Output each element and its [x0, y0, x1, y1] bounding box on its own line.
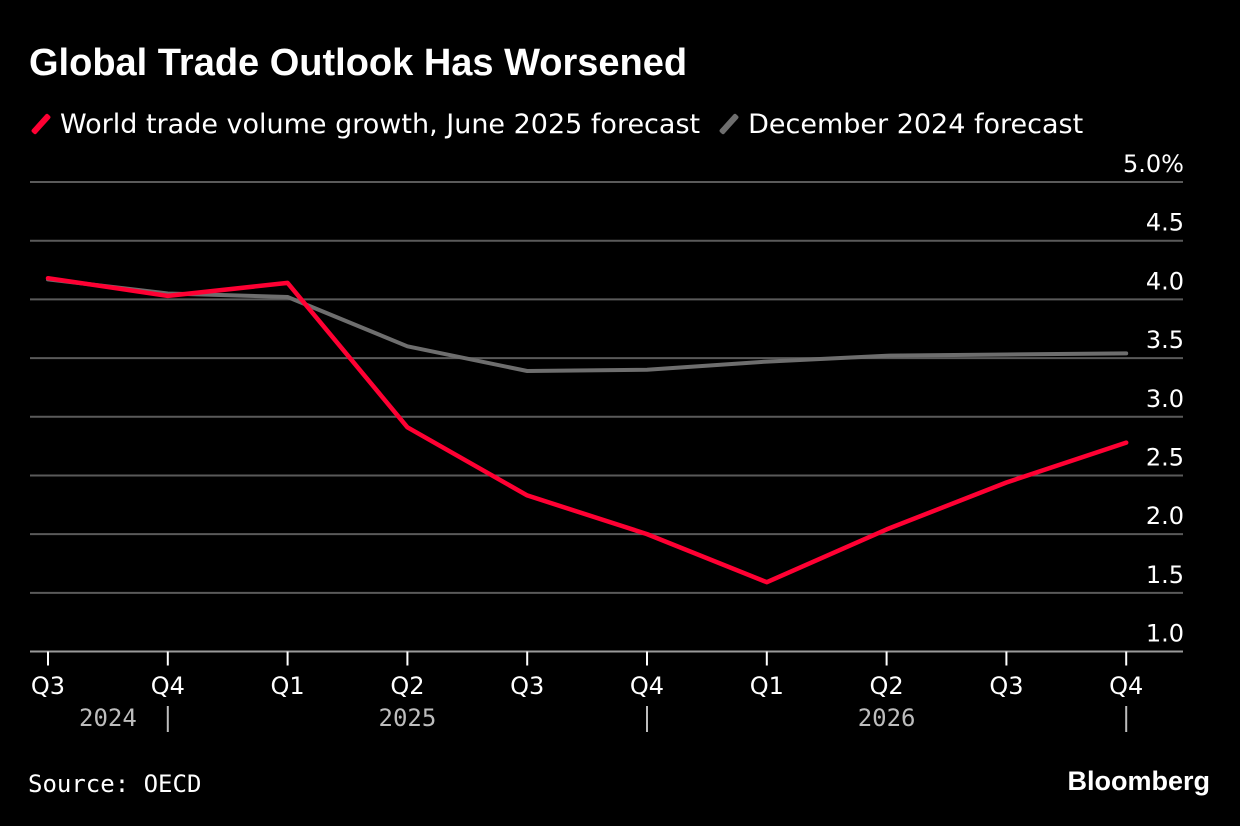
point-december-2024-2: [286, 295, 290, 299]
y-tick-label-3-5: 3.5: [1146, 326, 1184, 354]
point-june-2025-4: [525, 493, 529, 497]
y-tick-label-4: 4.0: [1146, 267, 1184, 295]
y-tick-label-2: 2.0: [1146, 502, 1184, 530]
point-december-2024-6: [765, 360, 769, 364]
point-june-2025-7: [885, 527, 889, 531]
x-tick-label: Q3: [31, 672, 65, 700]
point-june-2025-1: [166, 294, 170, 298]
point-june-2025-8: [1004, 480, 1008, 484]
legend-label-june-2025: World trade volume growth, June 2025 for…: [60, 108, 701, 140]
point-june-2025-9: [1124, 441, 1128, 445]
point-june-2025-6: [765, 580, 769, 584]
x-tick-label: Q4: [630, 672, 664, 700]
point-june-2025-2: [286, 281, 290, 285]
legend-label-december-2024: December 2024 forecast: [748, 108, 1084, 140]
bloomberg-logo: Bloomberg: [1067, 766, 1210, 796]
year-label-2024: 2024: [79, 704, 137, 732]
x-tick-label: Q2: [390, 672, 424, 700]
year-label-2025: 2025: [379, 704, 437, 732]
y-tick-label-3: 3.0: [1146, 385, 1184, 413]
chart-title: Global Trade Outlook Has Worsened: [29, 42, 688, 84]
point-june-2025-3: [405, 425, 409, 429]
y-tick-label-4-5: 4.5: [1146, 209, 1184, 237]
point-december-2024-8: [1004, 353, 1008, 357]
x-tick-label: Q1: [750, 672, 784, 700]
point-december-2024-7: [885, 354, 889, 358]
source-note: Source: OECD: [28, 770, 202, 798]
point-june-2025-5: [645, 532, 649, 536]
point-december-2024-9: [1124, 351, 1128, 355]
x-tick-label: Q4: [1109, 672, 1143, 700]
y-tick-label-2-5: 2.5: [1146, 443, 1184, 471]
year-label-2026: 2026: [858, 704, 916, 732]
legend-item-june-2025: World trade volume growth, June 2025 for…: [30, 109, 700, 140]
x-tick-label: Q3: [510, 672, 544, 700]
legend: World trade volume growth, June 2025 for…: [30, 106, 1101, 142]
y-tick-label-5: 5.0%: [1123, 150, 1184, 178]
x-tick-label: Q4: [151, 672, 185, 700]
series-line-december-2024: [46, 277, 1129, 373]
point-june-2025-0: [46, 276, 50, 280]
legend-item-december-2024: December 2024 forecast: [718, 109, 1083, 140]
x-tick-label: Q1: [271, 672, 305, 700]
y-tick-label-1-5: 1.5: [1146, 561, 1184, 589]
x-tick-label: Q2: [870, 672, 904, 700]
point-december-2024-4: [525, 369, 529, 373]
point-december-2024-5: [645, 368, 649, 372]
point-december-2024-3: [405, 344, 409, 348]
y-tick-label-1: 1.0: [1146, 620, 1184, 648]
series-line-june-2025: [45, 275, 1129, 585]
x-tick-label: Q3: [989, 672, 1023, 700]
